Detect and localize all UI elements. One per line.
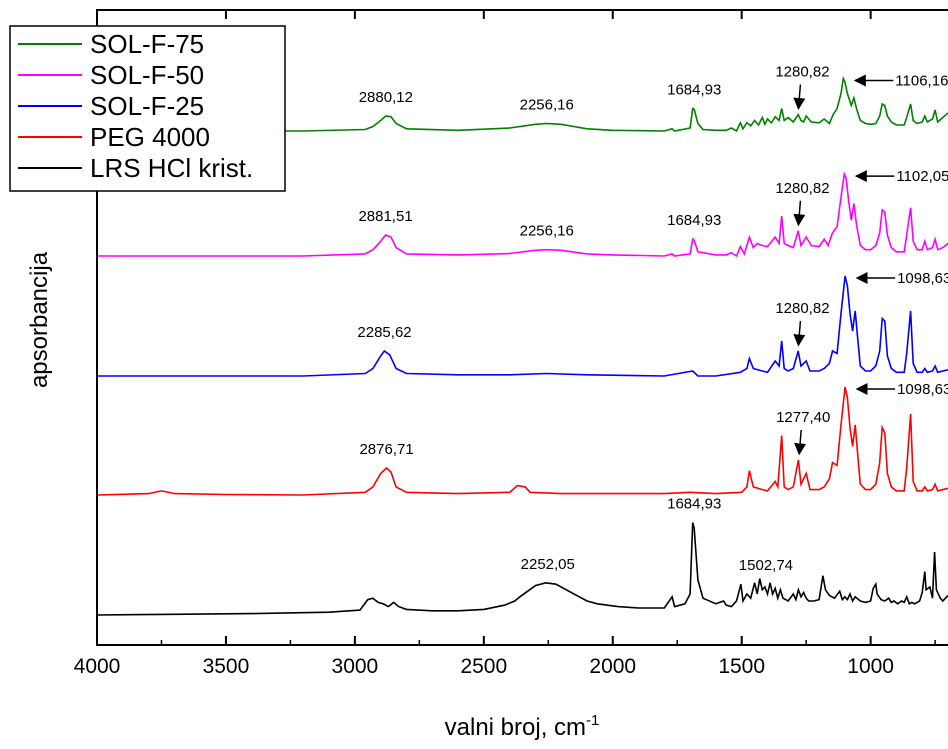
annotation-label: 2880,12 [359, 89, 413, 106]
series-line-4 [97, 522, 948, 616]
annotation-layer: 2880,12 2256,16 1684,93 1280,82 1106,16 2881,… [357, 64, 948, 575]
x-axis-title-text: valni broj, cm [445, 714, 586, 741]
annotation-label: 2256,16 [520, 223, 574, 240]
x-axis-title: valni broj, cm-1 [445, 712, 600, 741]
legend-label: SOL-F-75 [90, 29, 204, 59]
annotation-label: 1277,40 [776, 409, 830, 426]
x-tick-label: 2000 [589, 655, 636, 678]
annotation-label: 2252,05 [521, 556, 575, 573]
legend-label: SOL-F-25 [90, 91, 204, 121]
series-layer [97, 75, 948, 616]
x-tick-label: 3500 [203, 655, 250, 678]
annotation-label: 1280,82 [775, 300, 829, 317]
x-tick-label: 4000 [74, 655, 121, 678]
annotation-label: 1106,16 [895, 73, 948, 90]
annotation-arrow [793, 200, 806, 227]
x-tick-label: 1500 [718, 655, 765, 678]
x-tick-label: 2500 [460, 655, 507, 678]
series-line-0 [97, 75, 948, 133]
series-line-1 [97, 171, 948, 258]
annotation-arrow [793, 84, 806, 110]
x-tick-label: 3000 [332, 655, 379, 678]
annotation-label: 1102,05 [896, 168, 948, 185]
annotation-arrow [794, 429, 807, 456]
annotation-label: 1280,82 [775, 64, 829, 81]
series-line-2 [97, 275, 948, 377]
annotation-label: 1098,63 [897, 270, 948, 287]
legend-box [9, 25, 286, 192]
annotation-label: 2285,62 [357, 324, 411, 341]
x-tick-label: 1000 [847, 655, 894, 678]
annotation-label: 2881,51 [358, 208, 412, 225]
x-axis-title-superscript: -1 [586, 712, 599, 729]
annotation-label: 1684,93 [667, 82, 721, 99]
legend-label: PEG 4000 [90, 122, 210, 152]
annotation-label: 1684,93 [667, 496, 721, 513]
annotation-label: 1502,74 [739, 557, 793, 574]
legend-label: SOL-F-50 [90, 60, 204, 90]
annotation-label: 1280,82 [775, 180, 829, 197]
y-axis-title: apsorbancija [26, 251, 53, 388]
annotation-label: 2876,71 [359, 441, 413, 458]
axis-layer: 4000 3500 3000 2500 2000 1500 1000 [74, 9, 948, 678]
annotation-label: 1098,63 [897, 381, 948, 398]
annotation-label: 2256,16 [520, 97, 574, 114]
plot-frame [96, 9, 948, 646]
annotation-label: 1684,93 [667, 212, 721, 229]
series-line-3 [97, 386, 948, 496]
annotation-arrow [793, 320, 806, 347]
legend-label: LRS HCl krist. [90, 153, 253, 183]
